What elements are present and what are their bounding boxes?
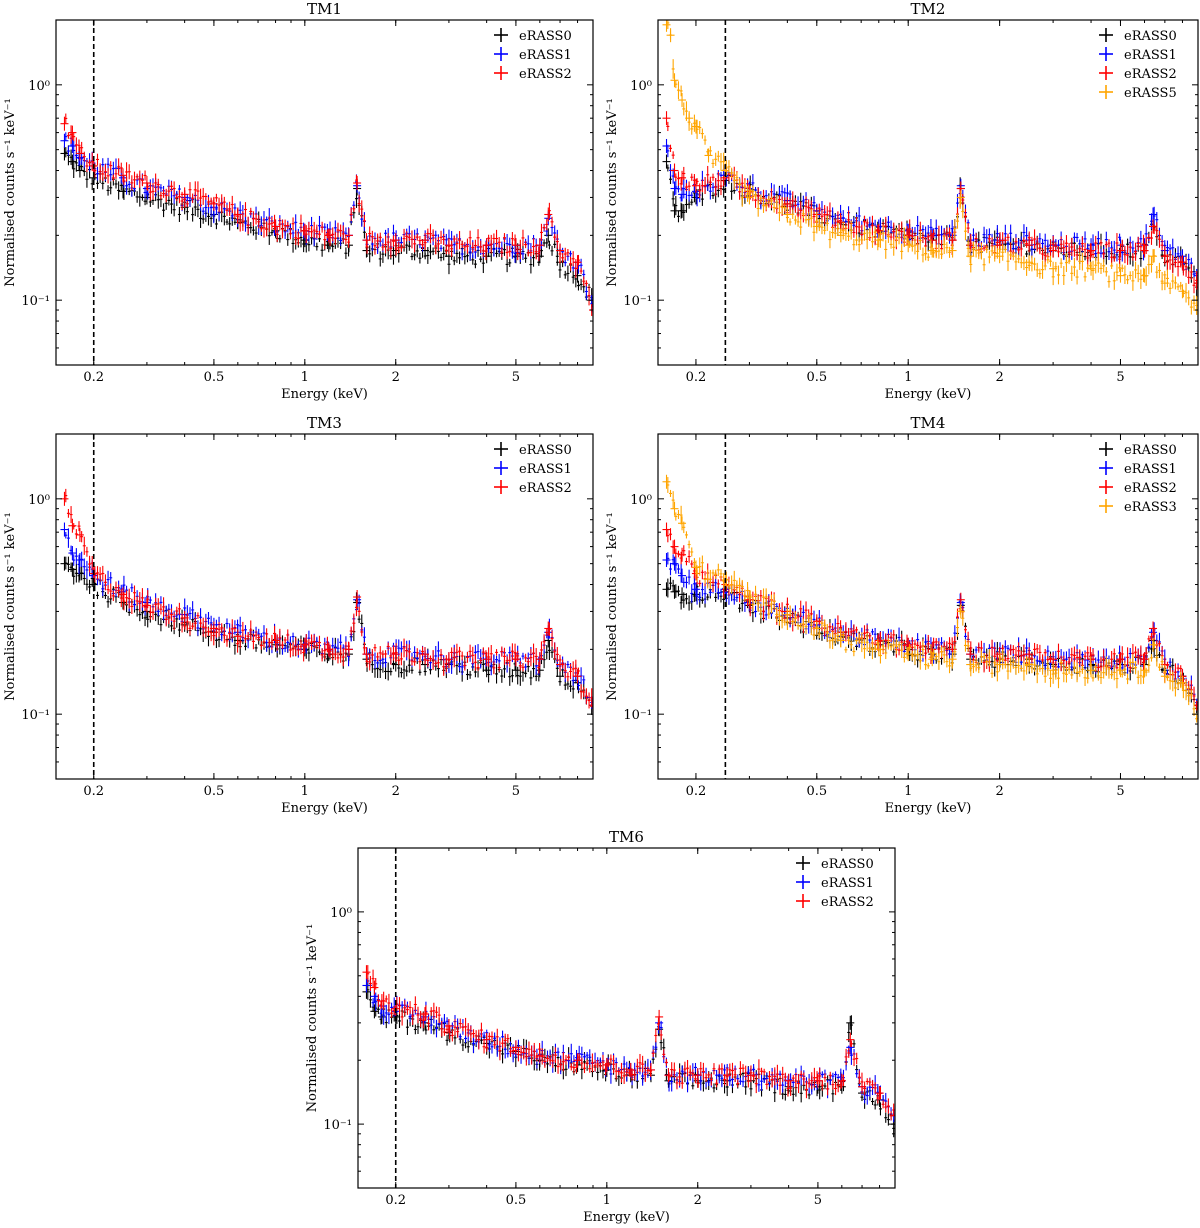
legend-label: eRASS2 — [1124, 67, 1177, 82]
series-erass1 — [60, 129, 593, 313]
x-axis-label: Energy (keV) — [885, 387, 972, 402]
legend-label: eRASS5 — [1124, 86, 1177, 101]
legend-label: eRASS2 — [519, 67, 572, 82]
panel-title: TM3 — [307, 414, 342, 432]
panel-title: TM1 — [307, 0, 342, 18]
x-tick-label: 1 — [301, 370, 309, 385]
legend-marker-erass0 — [494, 442, 508, 456]
series-erass5 — [662, 20, 1198, 318]
axes-frame — [657, 19, 1199, 366]
y-tick-label: 10⁻¹ — [21, 294, 50, 309]
panel-title: TM4 — [911, 414, 946, 432]
legend-label: eRASS2 — [519, 481, 572, 496]
legend-marker-erass1 — [1099, 47, 1113, 61]
legend: eRASS0 eRASS1 eRASS2 — [494, 28, 572, 82]
legend-label: eRASS0 — [1124, 29, 1177, 44]
x-tick-label: 5 — [512, 370, 520, 385]
y-tick-label: 10⁻¹ — [623, 294, 652, 309]
legend-label: eRASS1 — [1124, 48, 1177, 63]
series-erass0 — [60, 145, 593, 308]
legend: eRASS0 eRASS1 eRASS2 eRASS5 — [1099, 28, 1177, 101]
series-erass0 — [60, 556, 593, 715]
x-tick-label: 2 — [995, 370, 1003, 385]
legend-marker-erass2 — [494, 66, 508, 80]
legend-label: eRASS1 — [519, 462, 572, 477]
series-erass2 — [60, 113, 593, 318]
legend-marker-erass0 — [494, 28, 508, 42]
x-tick-label: 0.5 — [806, 370, 827, 385]
data-area — [60, 113, 593, 318]
legend-marker-erass2 — [1099, 66, 1113, 80]
x-tick-label: 2 — [392, 370, 400, 385]
x-axis-label: Energy (keV) — [281, 801, 368, 816]
x-tick-label: 5 — [512, 784, 520, 799]
y-tick-label: 10⁰ — [28, 493, 50, 508]
legend-marker-erass1 — [494, 47, 508, 61]
legend-marker-erass5 — [1099, 85, 1113, 99]
axes-frame — [55, 433, 594, 780]
panel-tm1: TM1 0.2 0.5 1 2 5 10⁻¹ 10⁰ Energy (keV) Normalise… — [3, 0, 594, 402]
y-tick-label: 10⁰ — [28, 79, 50, 94]
legend-marker-erass1 — [494, 461, 508, 475]
y-tick-label: 10⁰ — [630, 79, 652, 94]
panel-tm2: TM2 0.2 0.5 1 2 5 10⁻¹ 10⁰ Energy (keV) Normalise… — [605, 0, 1199, 402]
data-area — [662, 20, 1198, 318]
data-area — [60, 488, 593, 715]
legend-label: eRASS0 — [519, 443, 572, 458]
y-axis-label: Normalised counts s⁻¹ keV⁻¹ — [3, 512, 18, 700]
x-tick-label: 0.5 — [204, 784, 225, 799]
series-erass2 — [60, 488, 593, 713]
y-tick-label: 10⁻¹ — [21, 708, 50, 723]
x-tick-label: 0.2 — [83, 784, 104, 799]
y-axis-label: Normalised counts s⁻¹ keV⁻¹ — [3, 98, 18, 286]
legend: eRASS0 eRASS1 eRASS2 — [494, 442, 572, 496]
x-tick-label: 1 — [904, 370, 912, 385]
panel-title: TM2 — [911, 0, 946, 18]
x-axis-label: Energy (keV) — [281, 387, 368, 402]
legend-label: eRASS1 — [519, 48, 572, 63]
legend-marker-erass0 — [1099, 28, 1113, 42]
series-erass1 — [60, 522, 593, 713]
axes-frame — [55, 19, 594, 366]
legend-label: eRASS0 — [519, 29, 572, 44]
x-tick-label: 0.2 — [686, 370, 707, 385]
data-area — [662, 474, 1198, 723]
x-tick-label: 0.2 — [83, 370, 104, 385]
x-tick-label: 0.5 — [204, 370, 225, 385]
legend-marker-erass2 — [494, 480, 508, 494]
x-tick-label: 5 — [1116, 370, 1124, 385]
x-tick-label: 1 — [301, 784, 309, 799]
y-axis-label: Normalised counts s⁻¹ keV⁻¹ — [605, 98, 620, 286]
panel-tm3: TM3 0.2 0.5 1 2 5 10⁻¹ 10⁰ Energy (keV) Normalise… — [3, 414, 594, 816]
x-tick-label: 2 — [392, 784, 400, 799]
